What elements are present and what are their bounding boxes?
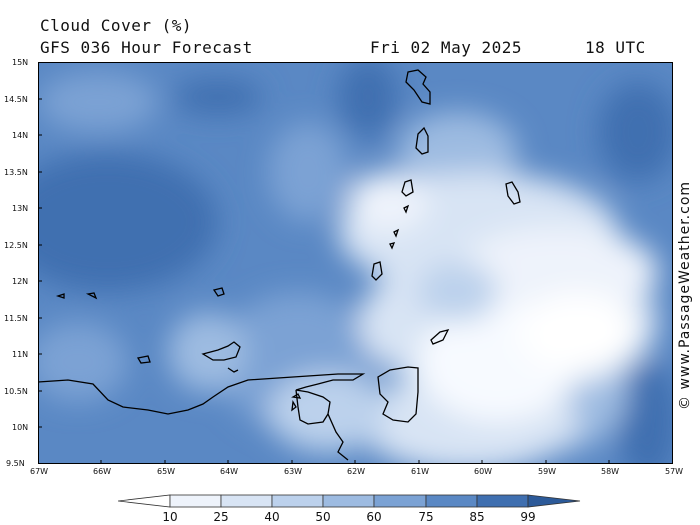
island-aves [136, 355, 151, 364]
lon-label-57w: 57W [665, 467, 684, 476]
lat-label-9-5n: 9.5N [6, 459, 25, 468]
legend-label-75: 75 [418, 510, 434, 524]
legend-label-99: 99 [520, 510, 536, 524]
lat-label-14-5n: 14.5N [4, 95, 28, 104]
lat-label-15n: 15N [12, 58, 29, 67]
island-west-b [85, 292, 98, 300]
island-grenadines [393, 228, 400, 238]
forecast-line: GFS 036 Hour Forecast [40, 38, 253, 57]
lat-label-12n: 12N [12, 277, 29, 286]
lon-label-63w: 63W [284, 467, 303, 476]
island-grenadines-b [389, 242, 396, 250]
lon-label-64w: 64W [220, 467, 239, 476]
tick-marks [38, 98, 610, 464]
lon-label-58w: 58W [601, 467, 620, 476]
lat-label-13-5n: 13.5N [4, 168, 28, 177]
map-title: Cloud Cover (%) [40, 16, 192, 35]
lat-label-12-5n: 12.5N [4, 241, 28, 250]
lon-label-61w: 61W [411, 467, 430, 476]
forecast-date: Fri 02 May 2025 [370, 38, 522, 57]
legend-label-60: 60 [366, 510, 382, 524]
margarita-outline [201, 341, 241, 361]
passageweather-credit: © www.PassageWeather.com [677, 180, 693, 410]
legend-label-10: 10 [162, 510, 178, 524]
coastlines [38, 69, 521, 461]
island-martinique [415, 126, 429, 155]
lat-label-11-5n: 11.5N [4, 314, 28, 323]
island-barbados [505, 181, 521, 205]
forecast-time: 18 UTC [585, 38, 646, 57]
island-blanquilla [212, 287, 225, 297]
venezuela-coast [38, 373, 366, 461]
cloud-cover-map [38, 62, 673, 464]
island-guadeloupe [405, 69, 431, 105]
lon-label-67w: 67W [30, 467, 49, 476]
cloud-field [38, 62, 673, 464]
island-st-lucia [401, 179, 414, 197]
lat-label-10-5n: 10.5N [4, 387, 28, 396]
legend-label-50: 50 [315, 510, 331, 524]
lon-label-60w: 60W [474, 467, 493, 476]
lon-label-59w: 59W [538, 467, 557, 476]
lat-label-13n: 13N [12, 204, 29, 213]
lon-label-65w: 65W [157, 467, 176, 476]
lon-label-62w: 62W [347, 467, 366, 476]
legend-label-25: 25 [213, 510, 229, 524]
tobago-outline [430, 329, 450, 345]
lat-label-10n: 10N [12, 423, 29, 432]
lon-label-66w: 66W [93, 467, 112, 476]
gulf-of-paria-coast [295, 389, 329, 425]
lat-label-14n: 14N [12, 131, 29, 140]
island-st-vincent [403, 204, 410, 214]
cloud-cover-legend-bar [118, 494, 581, 508]
lat-label-11n: 11N [12, 350, 29, 359]
island-west-a [55, 293, 65, 299]
trinidad-outline [377, 366, 419, 423]
legend-label-85: 85 [469, 510, 485, 524]
island-grenada [371, 261, 383, 281]
legend-label-40: 40 [264, 510, 280, 524]
